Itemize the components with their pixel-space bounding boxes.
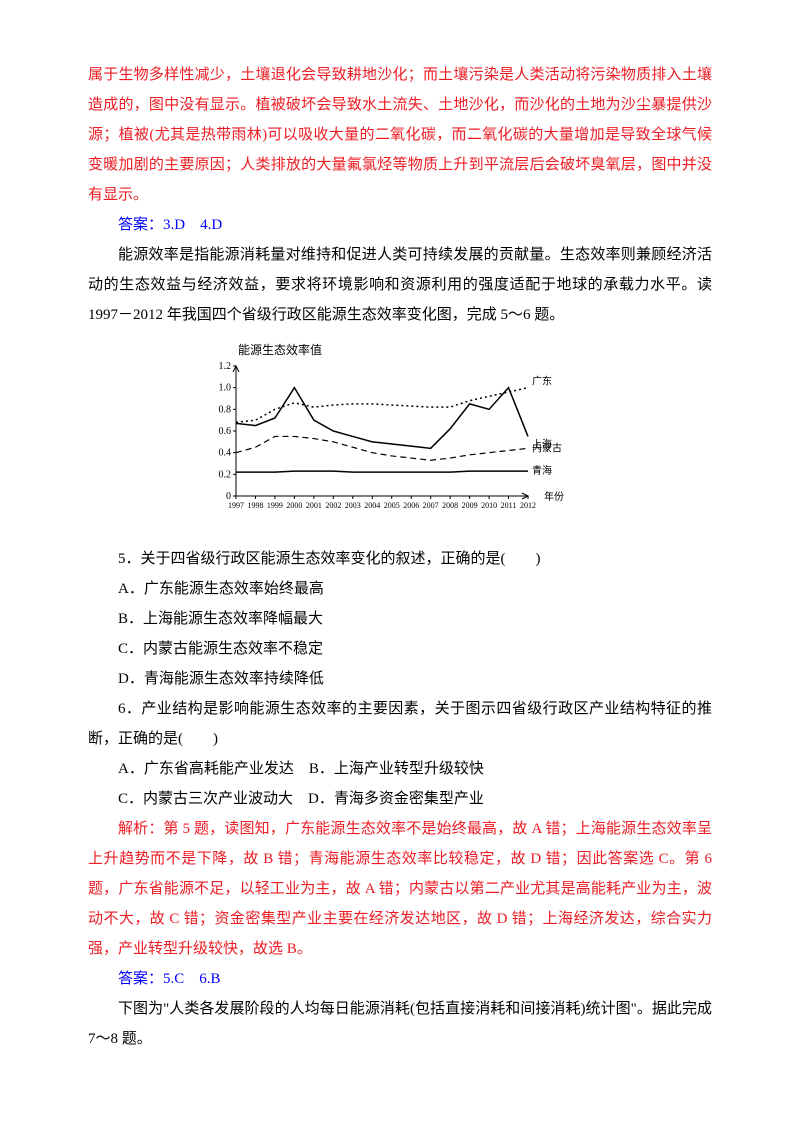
explanation-5-6: 解析：第 5 题，读图知，广东能源生态效率不是始终最高，故 A 错；上海能源生态… bbox=[88, 814, 712, 964]
chart-title: 能源生态效率值 bbox=[238, 338, 712, 362]
q6-options-ab: A．广东省高耗能产业发达 B．上海产业转型升级较快 bbox=[88, 754, 712, 784]
page: 属于生物多样性减少，土壤退化会导致耕地沙化；而土壤污染是人类活动将污染物质排入土… bbox=[0, 0, 800, 1132]
q5-stem: 5．关于四省级行政区能源生态效率变化的叙述，正确的是( ) bbox=[88, 544, 712, 574]
svg-text:2000: 2000 bbox=[286, 501, 302, 510]
svg-text:2010: 2010 bbox=[481, 501, 497, 510]
svg-text:2012: 2012 bbox=[520, 501, 536, 510]
intro-7-8: 下图为"人类各发展阶段的人均每日能源消耗(包括直接消耗和间接消耗)统计图"。据此… bbox=[88, 994, 712, 1054]
q5-option-d: D．青海能源生态效率持续降低 bbox=[88, 664, 712, 694]
chart-svg: 00.20.40.60.81.01.2199719981999200020012… bbox=[208, 362, 588, 536]
svg-text:广东: 广东 bbox=[532, 375, 552, 388]
svg-text:2001: 2001 bbox=[306, 501, 322, 510]
svg-text:2011: 2011 bbox=[501, 501, 517, 510]
q6-option-c: C．内蒙古三次产业波动大 bbox=[118, 791, 293, 807]
svg-text:1997: 1997 bbox=[228, 501, 244, 510]
svg-text:2007: 2007 bbox=[423, 501, 439, 510]
q5-option-b: B．上海能源生态效率降幅最大 bbox=[88, 604, 712, 634]
svg-text:2008: 2008 bbox=[442, 501, 458, 510]
svg-text:内蒙古: 内蒙古 bbox=[532, 441, 562, 454]
answer-5-6: 答案：5.C 6.B bbox=[88, 964, 712, 994]
svg-text:2004: 2004 bbox=[364, 501, 380, 510]
q5-option-a: A．广东能源生态效率始终最高 bbox=[88, 574, 712, 604]
q6-option-b: B．上海产业转型升级较快 bbox=[309, 761, 484, 777]
q6-stem: 6．产业结构是影响能源生态效率的主要因素，关于图示四省级行政区产业结构特征的推断… bbox=[88, 694, 712, 754]
explanation-top: 属于生物多样性减少，土壤退化会导致耕地沙化；而土壤污染是人类活动将污染物质排入土… bbox=[88, 60, 712, 210]
svg-text:0.2: 0.2 bbox=[219, 469, 232, 480]
q6-option-d: D．青海多资金密集型产业 bbox=[308, 791, 484, 807]
svg-text:1.0: 1.0 bbox=[219, 383, 232, 394]
svg-text:0.6: 0.6 bbox=[219, 426, 232, 437]
svg-text:0.4: 0.4 bbox=[219, 448, 232, 459]
q6-options-cd: C．内蒙古三次产业波动大 D．青海多资金密集型产业 bbox=[88, 784, 712, 814]
svg-text:1.2: 1.2 bbox=[219, 362, 232, 372]
svg-text:2002: 2002 bbox=[325, 501, 341, 510]
svg-text:2006: 2006 bbox=[403, 501, 419, 510]
svg-text:1998: 1998 bbox=[247, 501, 263, 510]
svg-text:青海: 青海 bbox=[532, 464, 552, 477]
intro-5-6: 能源效率是指能源消耗量对维持和促进人类可持续发展的贡献量。生态效率则兼顾经济活动… bbox=[88, 240, 712, 330]
q6-option-a: A．广东省高耗能产业发达 bbox=[118, 761, 294, 777]
svg-text:2005: 2005 bbox=[384, 501, 400, 510]
svg-text:2009: 2009 bbox=[462, 501, 478, 510]
answer-3-4: 答案：3.D 4.D bbox=[88, 210, 712, 240]
line-chart-energy-eco-efficiency: 能源生态效率值 00.20.40.60.81.01.21997199819992… bbox=[208, 338, 712, 536]
svg-text:2003: 2003 bbox=[345, 501, 361, 510]
svg-text:年份: 年份 bbox=[544, 490, 564, 503]
svg-text:1999: 1999 bbox=[267, 501, 283, 510]
q5-option-c: C．内蒙古能源生态效率不稳定 bbox=[88, 634, 712, 664]
svg-text:0.8: 0.8 bbox=[219, 404, 232, 415]
